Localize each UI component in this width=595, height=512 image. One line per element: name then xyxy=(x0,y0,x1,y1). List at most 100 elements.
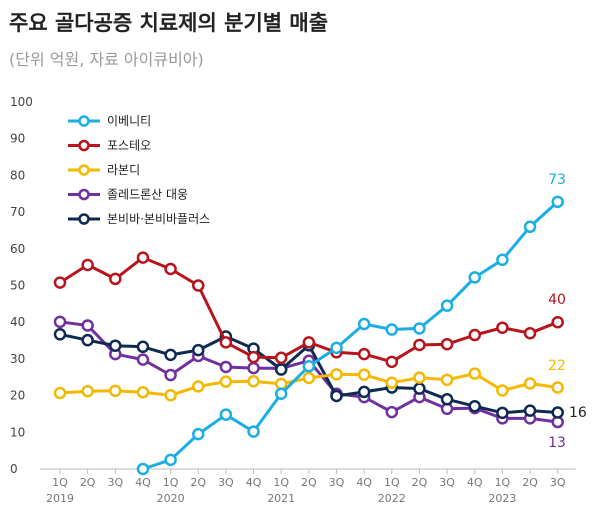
series-end-label: 40 xyxy=(548,292,566,308)
data-point xyxy=(385,355,399,369)
data-point xyxy=(192,427,205,441)
data-point xyxy=(109,272,122,286)
data-point xyxy=(385,323,399,336)
data-point xyxy=(53,386,67,400)
x-axis: 1Q 2Q 3Q 4Q 1Q 2Q 3Q 4Q 1Q 2Q 3Q 4Q 1Q 2Q 3Q 4Q 1Q 2Q 3Q 20… xyxy=(40,468,576,505)
data-point xyxy=(136,340,150,354)
data-point xyxy=(440,299,454,312)
y-tick-label: 70 xyxy=(10,205,25,219)
x-tick-label: 1Q xyxy=(495,476,511,489)
legend-marker xyxy=(78,213,90,225)
data-point xyxy=(136,462,150,476)
legend-marker xyxy=(78,164,90,176)
data-point xyxy=(219,360,233,374)
data-point xyxy=(440,337,454,351)
data-point xyxy=(468,271,481,284)
x-tick-label: 4Q xyxy=(135,476,151,489)
data-point xyxy=(274,377,288,391)
data-point xyxy=(302,359,316,373)
legend-label: 졸레드론산 대웅 xyxy=(107,188,188,202)
data-point xyxy=(192,343,205,357)
series-end-label: 13 xyxy=(548,435,566,451)
y-tick-label: 40 xyxy=(10,315,25,329)
legend-marker xyxy=(78,115,90,127)
x-tick-label: 3Q xyxy=(550,476,566,489)
y-axis: 0 10 20 30 40 50 60 70 80 90 100 xyxy=(10,95,33,476)
data-point xyxy=(219,408,233,421)
x-tick-label: 2Q xyxy=(190,476,206,489)
legend-item: 포스테오 xyxy=(68,139,151,153)
y-tick-label: 0 xyxy=(10,462,18,476)
data-point xyxy=(357,347,371,361)
data-point xyxy=(53,276,67,289)
x-tick-label: 4Q xyxy=(246,476,262,489)
x-tick-label: 2Q xyxy=(412,476,428,489)
x-tick-label: 2Q xyxy=(522,476,538,489)
legend-label: 본비바·본비바플러스 xyxy=(107,212,210,226)
legend-label: 라본디 xyxy=(107,163,140,177)
data-point xyxy=(385,405,399,419)
data-point xyxy=(164,388,177,402)
chart-subtitle: (단위 억원, 자료 아이큐비아) xyxy=(9,50,204,69)
data-point xyxy=(274,387,288,401)
y-tick-label: 30 xyxy=(10,352,25,366)
y-tick-label: 20 xyxy=(10,389,25,403)
x-tick-label: 4Q xyxy=(467,476,483,489)
x-year-label: 2021 xyxy=(267,492,295,505)
series-line xyxy=(142,200,559,471)
data-point xyxy=(413,322,426,335)
series-end-label: 22 xyxy=(548,358,566,374)
series-end-label: 73 xyxy=(548,172,566,188)
data-point xyxy=(523,404,537,417)
data-point xyxy=(551,315,564,329)
series-2 xyxy=(53,367,564,402)
x-year-label: 2019 xyxy=(46,492,74,505)
data-point xyxy=(136,386,150,399)
x-tick-label: 2Q xyxy=(301,476,317,489)
data-point xyxy=(247,375,260,388)
data-point xyxy=(385,376,399,390)
data-point xyxy=(440,373,454,387)
data-point xyxy=(219,375,233,388)
data-point xyxy=(274,351,288,365)
data-point xyxy=(81,258,94,272)
y-tick-label: 80 xyxy=(10,168,25,182)
data-point xyxy=(247,425,260,438)
data-point xyxy=(551,195,564,209)
series-1 xyxy=(53,251,564,369)
data-point xyxy=(192,380,205,393)
data-point xyxy=(357,317,371,331)
data-point xyxy=(81,333,94,347)
data-point xyxy=(109,384,122,398)
data-point xyxy=(496,253,509,267)
data-point xyxy=(164,262,177,276)
x-tick-label: 3Q xyxy=(329,476,345,489)
y-tick-label: 10 xyxy=(10,425,25,439)
data-point xyxy=(247,361,260,375)
data-point xyxy=(468,399,481,413)
data-point xyxy=(468,367,481,380)
data-point xyxy=(302,336,316,349)
data-point xyxy=(330,341,343,355)
data-point xyxy=(53,328,67,341)
x-tick-label: 1Q xyxy=(273,476,289,489)
legend-marker xyxy=(78,139,90,152)
x-tick-label: 1Q xyxy=(52,476,68,489)
x-year-label: 2020 xyxy=(157,492,185,505)
x-tick-label: 3Q xyxy=(439,476,455,489)
data-point xyxy=(523,220,537,234)
legend-label: 이베니티 xyxy=(107,114,151,128)
data-point xyxy=(192,279,205,292)
x-tick-label: 4Q xyxy=(356,476,372,489)
data-point xyxy=(136,353,150,366)
data-point xyxy=(164,453,177,467)
x-tick-label: 2Q xyxy=(80,476,96,489)
data-point xyxy=(551,406,564,419)
data-point xyxy=(413,382,426,395)
data-point xyxy=(330,368,343,381)
data-point xyxy=(496,384,509,397)
data-point xyxy=(164,348,177,362)
